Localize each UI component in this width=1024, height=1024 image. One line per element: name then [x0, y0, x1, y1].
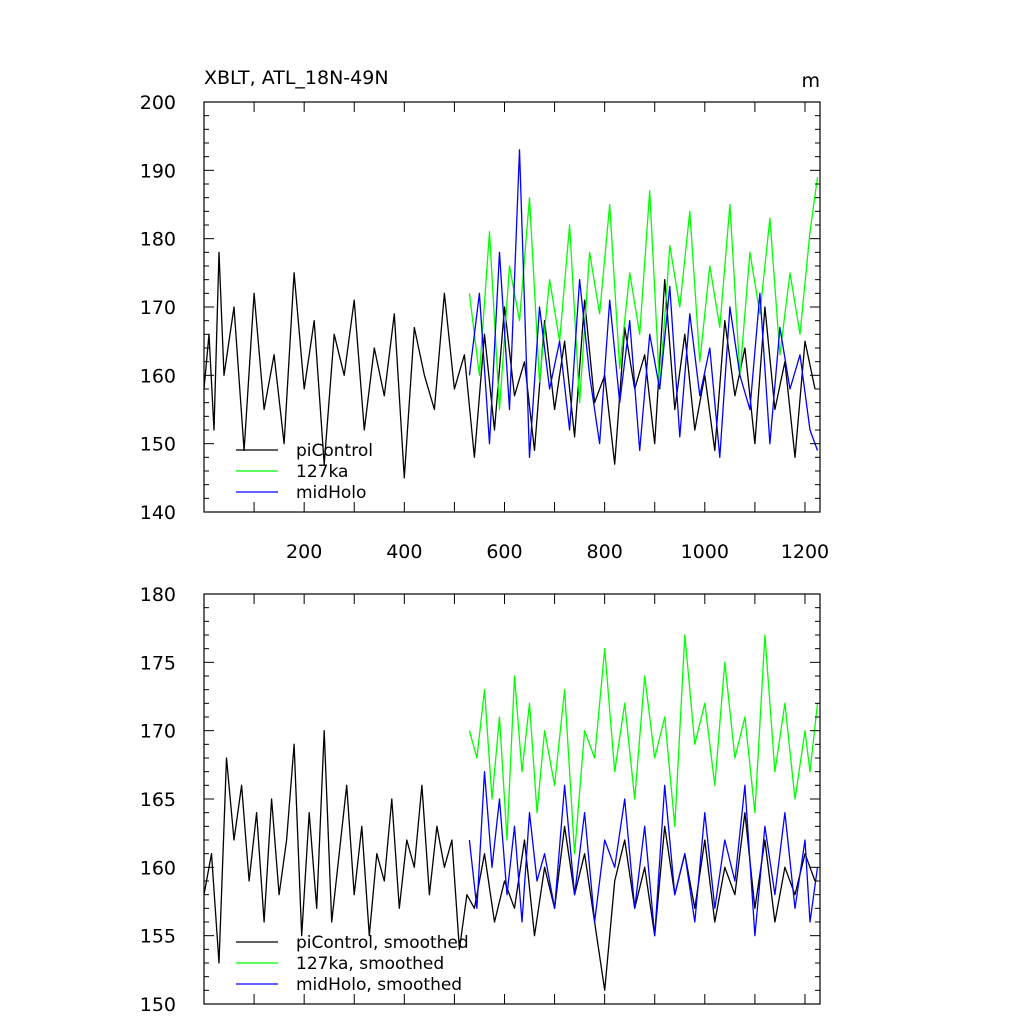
bottom-series-group: [203, 634, 819, 991]
top-xtick-label-0: 200: [286, 541, 322, 563]
unit-label: m: [801, 70, 820, 92]
bottom-legend-label-2: midHolo, smoothed: [296, 975, 462, 995]
panel-bottom: 150 155 160 165 170 175 180 piControl, smoothe…: [140, 584, 821, 1016]
panel-top: XBLT, ATL_18N-49N m 200 400 600 800 1000 1200…: [140, 67, 829, 563]
top-ytick-label-4: 180: [140, 229, 176, 251]
top-xtick-label-1: 400: [386, 541, 422, 563]
bottom-ticks: 150 155 160 165 170 175 180: [140, 584, 820, 1016]
bottom-series-1: [468, 634, 819, 855]
bottom-ytick-label-0: 150: [140, 994, 176, 1016]
top-ytick-label-2: 160: [140, 365, 176, 387]
top-xtick-label-4: 1000: [681, 541, 729, 563]
chart-title: XBLT, ATL_18N-49N: [204, 67, 389, 89]
top-xtick-label-2: 600: [486, 541, 522, 563]
top-ticks: 200 400 600 800 1000 1200 140 150 160 170 180 190 20…: [140, 92, 829, 563]
bottom-ytick-label-6: 180: [140, 584, 176, 606]
top-series-0: [203, 251, 816, 479]
bottom-ytick-label-5: 175: [140, 652, 176, 674]
top-ytick-label-1: 150: [140, 434, 176, 456]
bottom-ytick-label-3: 165: [140, 789, 176, 811]
top-legend-label-2: midHolo: [296, 483, 366, 503]
top-xtick-label-3: 800: [587, 541, 623, 563]
top-series-1: [468, 177, 819, 411]
top-legend-label-0: piControl: [296, 441, 373, 461]
top-ytick-label-0: 140: [140, 502, 176, 524]
bottom-ytick-label-1: 155: [140, 926, 176, 948]
top-series-2: [468, 149, 819, 458]
bottom-ytick-label-2: 160: [140, 857, 176, 879]
bottom-legend-label-0: piControl, smoothed: [296, 933, 469, 953]
top-xtick-label-5: 1200: [781, 541, 829, 563]
top-ytick-label-5: 190: [140, 160, 176, 182]
bottom-series-2: [468, 771, 819, 937]
top-ytick-label-3: 170: [140, 297, 176, 319]
top-ytick-label-6: 200: [140, 92, 176, 114]
top-series-group: [203, 149, 819, 479]
bottom-legend-label-1: 127ka, smoothed: [296, 954, 444, 974]
bottom-ytick-label-4: 170: [140, 721, 176, 743]
top-legend-label-1: 127ka: [296, 462, 348, 482]
